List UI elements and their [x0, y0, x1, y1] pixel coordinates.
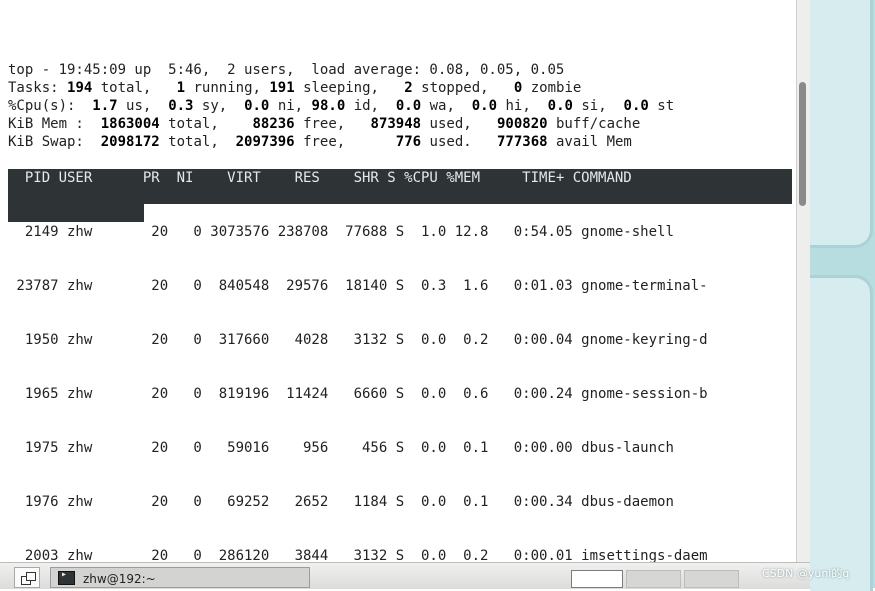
table-row: 1950 zhw 20 0 317660 4028 3132 S 0.0 0.2… [8, 332, 708, 348]
table-row: 23787 zhw 20 0 840548 29576 18140 S 0.3 … [8, 278, 708, 294]
desktop-panel-top [810, 0, 873, 248]
show-desktop-icon[interactable] [14, 567, 40, 588]
workspace-1[interactable] [571, 570, 623, 588]
cpu-line: %Cpu(s): 1.7 us, 0.3 sy, 0.0 ni, 98.0 id… [8, 98, 675, 114]
swap-line: KiB Swap: 2098172 total, 2097396 free, 7… [8, 134, 632, 150]
table-row: 1965 zhw 20 0 819196 11424 6660 S 0.0 0.… [8, 386, 708, 402]
header-cursor-block [8, 204, 144, 222]
terminal-window[interactable]: top - 19:45:09 up 5:46, 2 users, load av… [0, 0, 796, 562]
table-header-bar [8, 169, 792, 204]
taskbar-window-label: zhw@192:~ [83, 572, 156, 586]
table-row: 2149 zhw 20 0 3073576 238708 77688 S 1.0… [8, 224, 674, 240]
window-square-front [26, 572, 36, 581]
table-row: 1975 zhw 20 0 59016 956 456 S 0.0 0.1 0:… [8, 440, 674, 456]
table-header: PID USER PR NI VIRT RES SHR S %CPU %MEM … [8, 170, 632, 186]
scrollbar-thumb[interactable] [799, 82, 806, 206]
watermark: CSDN @yuni的q [762, 567, 850, 580]
tasks-line: Tasks: 194 total, 1 running, 191 sleepin… [8, 80, 582, 96]
desktop-background [810, 0, 875, 591]
workspace-2[interactable] [626, 570, 681, 588]
table-row: 2003 zhw 20 0 286120 3844 3132 S 0.0 0.2… [8, 548, 708, 562]
terminal-icon [58, 569, 75, 585]
workspace-3[interactable] [684, 570, 739, 588]
uptime-line: top - 19:45:09 up 5:46, 2 users, load av… [8, 62, 565, 78]
table-row: 1976 zhw 20 0 69252 2652 1184 S 0.0 0.1 … [8, 494, 674, 510]
cut-off-top-line [0, 0, 796, 4]
mem-line: KiB Mem : 1863004 total, 88236 free, 873… [8, 116, 641, 132]
desktop-panel-bottom [810, 275, 873, 591]
